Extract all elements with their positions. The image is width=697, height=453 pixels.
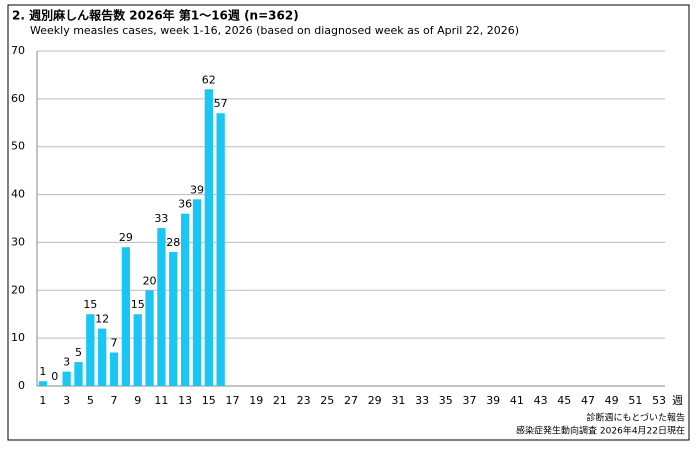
x-tick-label: 39: [486, 394, 500, 407]
data-label: 1: [39, 365, 46, 378]
data-label: 62: [202, 73, 216, 86]
bar: [169, 252, 178, 386]
x-tick-label: 53: [652, 394, 666, 407]
bar: [204, 89, 213, 387]
x-tick-label: 21: [273, 394, 287, 407]
y-tick-label: 30: [11, 235, 25, 248]
y-tick-label: 60: [11, 92, 25, 105]
x-tick-label: 23: [297, 394, 311, 407]
x-tick-label: 13: [178, 394, 192, 407]
x-tick-label: 7: [111, 394, 118, 407]
data-label: 5: [75, 346, 82, 359]
x-tick-label: 29: [368, 394, 382, 407]
x-tick-label: 47: [581, 394, 595, 407]
bar: [145, 290, 154, 386]
data-label: 29: [119, 231, 133, 244]
data-label: 7: [111, 337, 118, 350]
x-tick-label: 11: [154, 394, 168, 407]
frame: [7, 4, 690, 441]
data-label: 28: [166, 236, 180, 249]
bar: [38, 381, 48, 386]
chart-subtitle: Weekly measles cases, week 1-16, 2026 (b…: [30, 24, 519, 37]
y-tick-label: 20: [11, 283, 25, 296]
x-axis-label: 週: [672, 394, 683, 407]
x-tick-label: 33: [415, 394, 429, 407]
y-tick-label: 0: [18, 379, 25, 392]
x-tick-label: 51: [628, 394, 642, 407]
bar: [109, 352, 119, 386]
bar: [157, 228, 166, 386]
x-tick-label: 49: [605, 394, 619, 407]
x-tick-label: 35: [439, 394, 453, 407]
y-tick-label: 50: [11, 140, 25, 153]
x-tick-label: 25: [320, 394, 334, 407]
x-tick-label: 3: [63, 394, 70, 407]
y-tick-label: 10: [11, 331, 25, 344]
y-tick-label: 40: [11, 188, 25, 201]
x-tick-label: 5: [87, 394, 94, 407]
x-tick-label: 43: [534, 394, 548, 407]
x-tick-label: 37: [462, 394, 476, 407]
bar: [98, 328, 107, 386]
x-tick-label: 9: [134, 394, 141, 407]
note: 感染症発生動向調査 2026年4月22日現在: [516, 425, 685, 437]
chart-title: 2. 週別麻しん報告数 2026年 第1～16週 (n=362): [12, 8, 299, 23]
data-label: 15: [131, 298, 145, 311]
data-label: 36: [178, 198, 192, 211]
bar: [74, 362, 83, 386]
x-tick-label: 15: [202, 394, 216, 407]
data-label: 12: [95, 313, 109, 326]
data-label: 3: [63, 356, 70, 369]
note: 診断週にもとづいた報告: [587, 412, 685, 424]
data-label: 0: [51, 370, 58, 383]
x-tick-label: 1: [39, 394, 46, 407]
x-tick-label: 19: [249, 394, 263, 407]
x-tick-label: 31: [391, 394, 405, 407]
bar: [180, 213, 190, 386]
bar: [86, 314, 95, 386]
bar: [121, 247, 131, 386]
bar: [133, 314, 142, 386]
y-tick-label: 70: [11, 44, 25, 57]
x-tick-label: 27: [344, 394, 358, 407]
data-label: 33: [154, 212, 168, 225]
data-label: 15: [83, 298, 97, 311]
x-tick-label: 45: [557, 394, 571, 407]
bar: [216, 113, 225, 386]
data-label: 39: [190, 183, 204, 196]
data-label: 20: [143, 274, 157, 287]
x-tick-label: 41: [510, 394, 524, 407]
bar: [62, 371, 71, 386]
bar: [192, 199, 202, 386]
x-tick-label: 17: [226, 394, 240, 407]
data-label: 57: [214, 97, 228, 110]
